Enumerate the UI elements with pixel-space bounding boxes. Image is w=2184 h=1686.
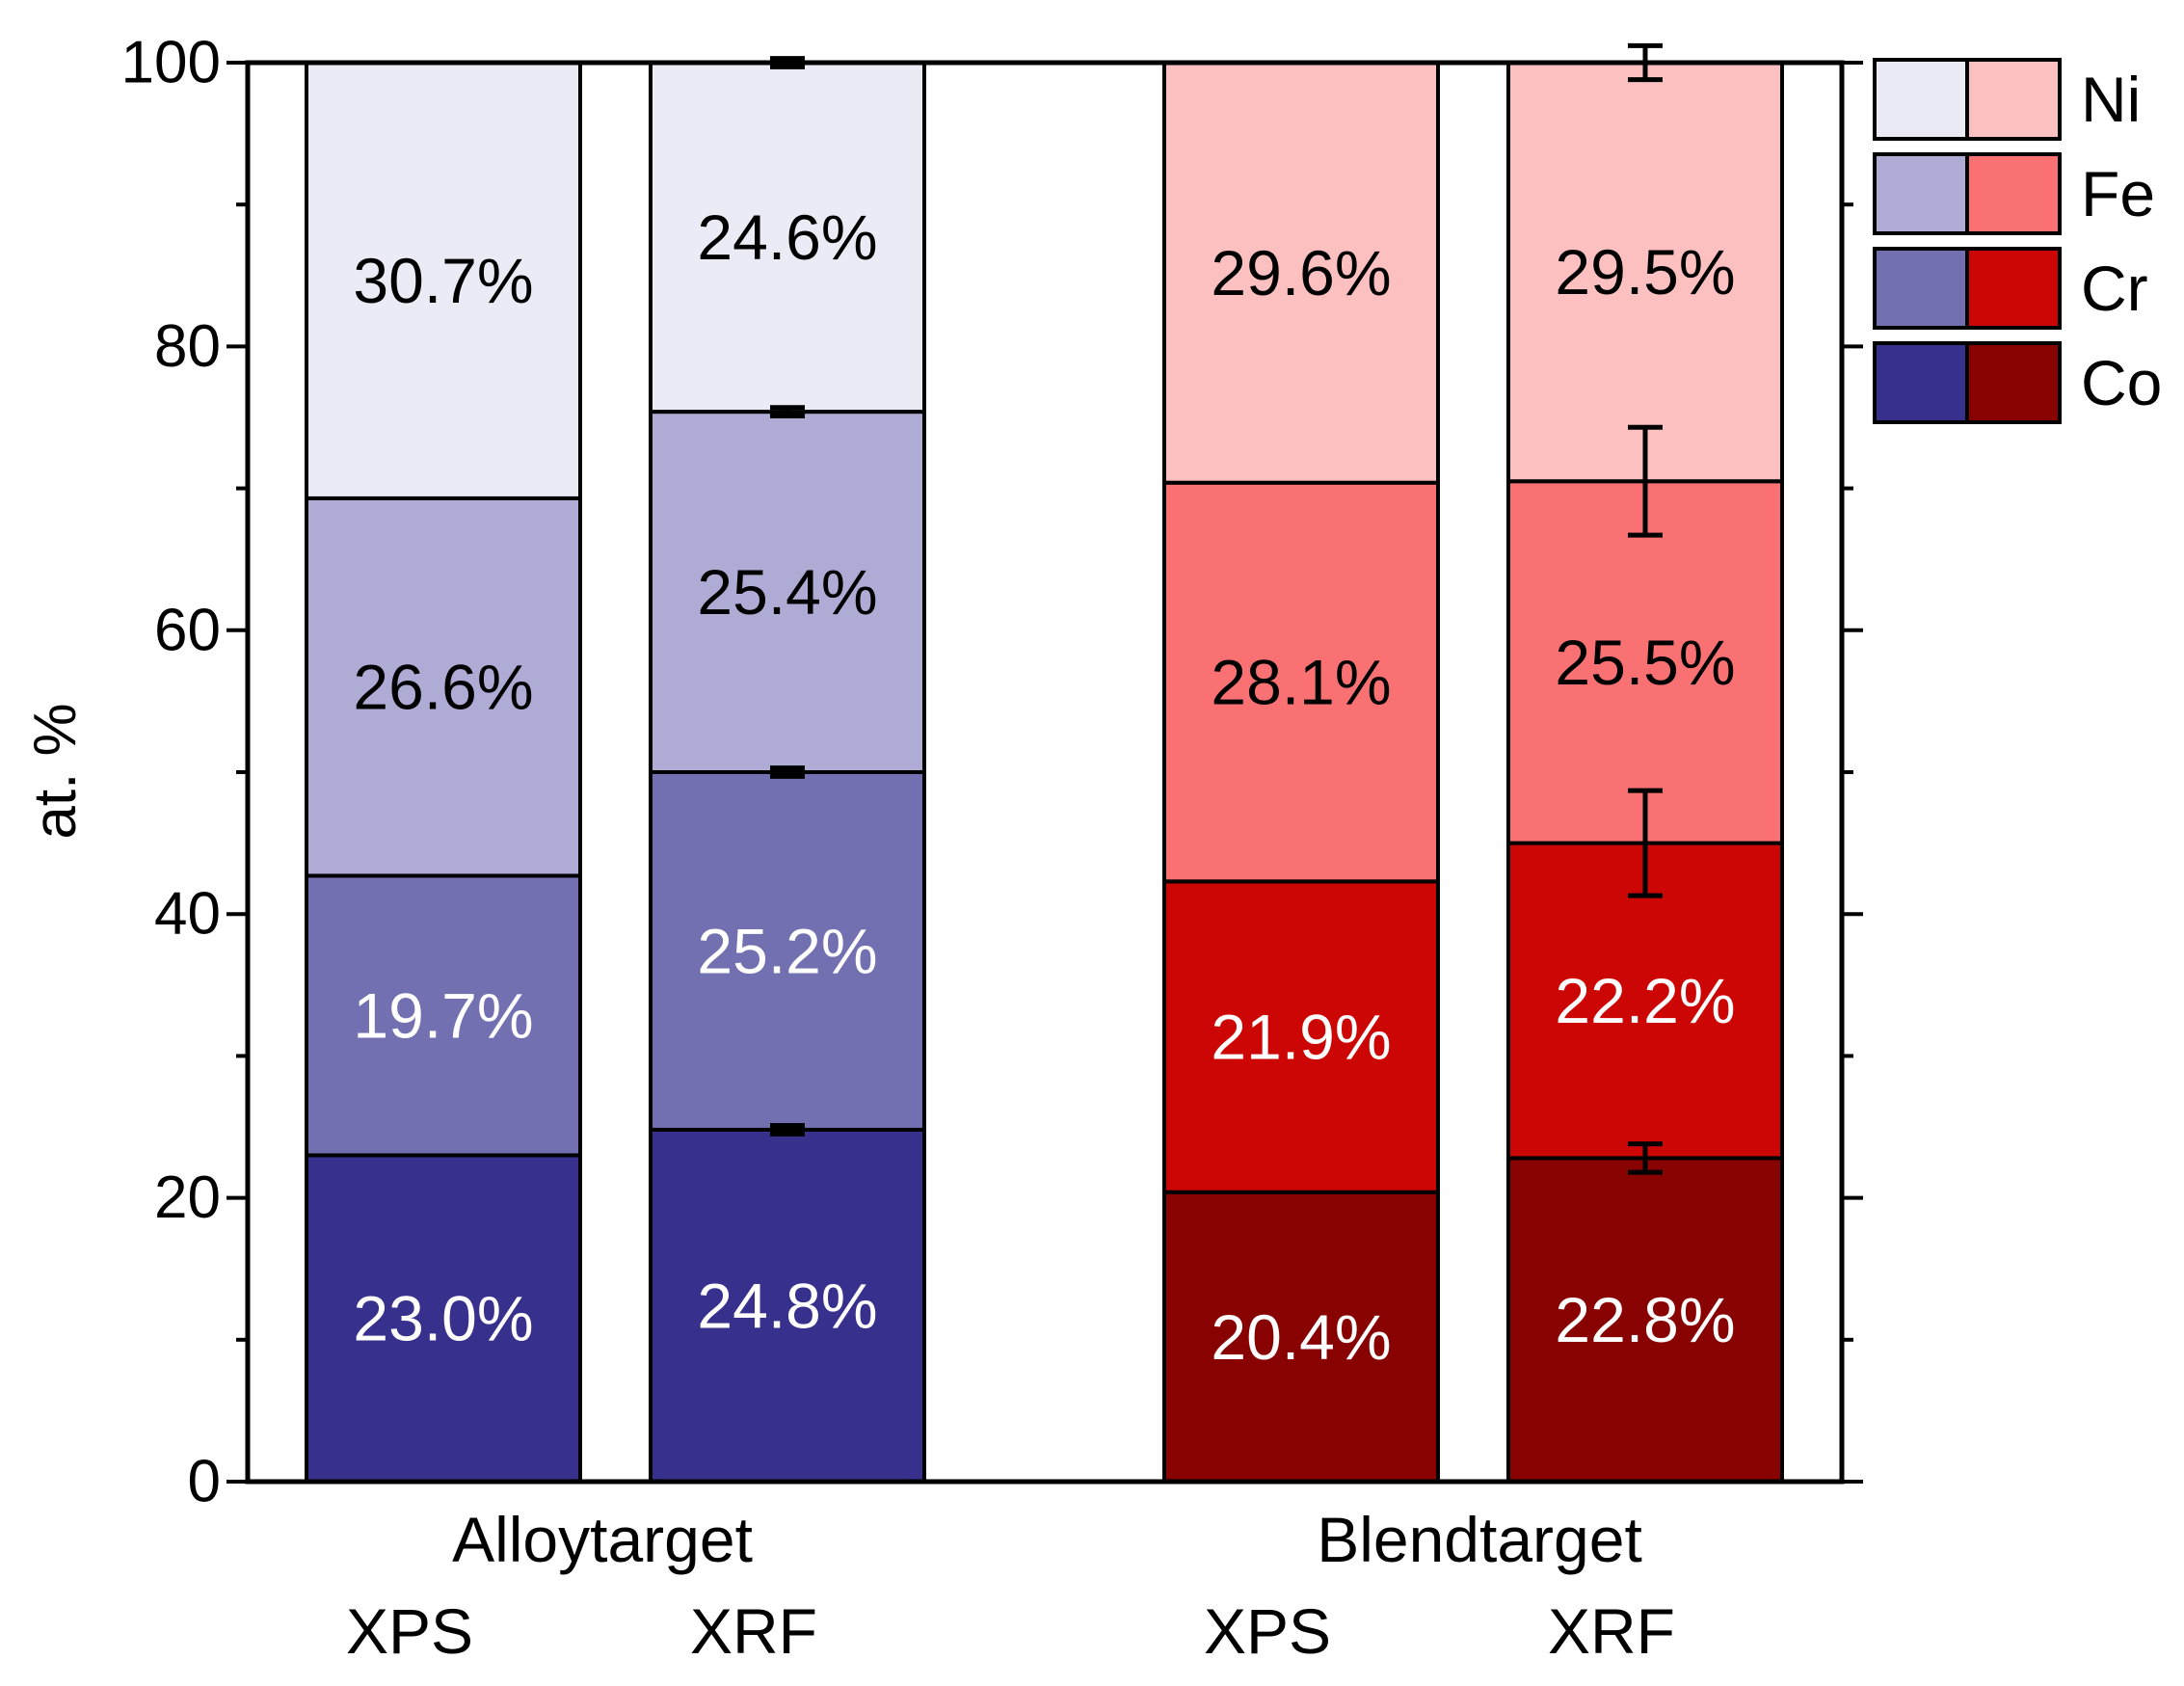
bar-segment-alloytarget-xps-ni bbox=[305, 61, 582, 500]
bar-segment-blendtarget-xps-ni bbox=[1162, 61, 1440, 485]
y-axis-ticks: 0 20 40 60 80 100 bbox=[121, 30, 1863, 1515]
segment-value-label: 21.9% bbox=[1211, 1002, 1391, 1073]
bar-method-label: XRF bbox=[690, 1595, 817, 1667]
legend-entry-cr: Cr bbox=[1873, 247, 2148, 330]
segment-value-label: 24.6% bbox=[697, 201, 877, 273]
segment-value-label: 23.0% bbox=[353, 1283, 533, 1354]
bar-segment-blendtarget-xps-cr bbox=[1162, 879, 1440, 1194]
legend-swatch-alloy bbox=[1873, 341, 1969, 424]
x-axis-labels: XPS XRF Alloytarget XPS XRF Blendtarget bbox=[346, 1504, 1675, 1667]
y-tick-label: 0 bbox=[188, 1449, 221, 1515]
y-tick-label: 20 bbox=[154, 1164, 221, 1231]
error-bar bbox=[770, 765, 805, 779]
y-tick-label: 100 bbox=[121, 30, 221, 96]
legend-swatch-blend bbox=[1965, 247, 2062, 330]
y-tick-label: 80 bbox=[154, 313, 221, 380]
bar-segment-alloytarget-xrf-ni bbox=[649, 61, 926, 415]
bar-segment-blendtarget-xps-fe bbox=[1162, 480, 1440, 884]
error-bars-layer bbox=[770, 42, 1663, 1175]
error-bar bbox=[1628, 788, 1663, 898]
segment-value-label: 19.7% bbox=[353, 979, 533, 1051]
segment-value-label: 24.8% bbox=[697, 1270, 877, 1341]
legend-entry-ni: Ni bbox=[1873, 58, 2141, 141]
segment-value-label: 22.8% bbox=[1555, 1284, 1735, 1355]
legend-swatch-alloy bbox=[1873, 58, 1969, 141]
legend-label: Co bbox=[2081, 347, 2162, 418]
segment-value-label: 29.5% bbox=[1555, 236, 1735, 308]
bar-segment-alloytarget-xrf-co bbox=[649, 1127, 926, 1484]
segment-value-label: 25.5% bbox=[1555, 627, 1735, 698]
bar-segment-blendtarget-xrf-co bbox=[1506, 1156, 1784, 1485]
legend-swatch-alloy bbox=[1873, 152, 1969, 235]
group-label: Alloytarget bbox=[452, 1504, 753, 1575]
y-tick-label: 60 bbox=[154, 597, 221, 663]
segment-value-label: 25.2% bbox=[697, 915, 877, 986]
legend-entry-co: Co bbox=[1873, 341, 2162, 424]
bar-segment-alloytarget-xps-co bbox=[305, 1153, 582, 1484]
bar-segment-blendtarget-xrf-fe bbox=[1506, 479, 1784, 845]
legend-label: Ni bbox=[2081, 64, 2141, 135]
bar-method-label: XPS bbox=[346, 1595, 473, 1667]
segment-value-label: 26.6% bbox=[353, 652, 533, 723]
y-axis-title: at. % bbox=[22, 703, 89, 839]
bar-method-label: XRF bbox=[1548, 1595, 1675, 1667]
legend-entry-fe: Fe bbox=[1873, 152, 2155, 235]
segment-value-label: 20.4% bbox=[1211, 1301, 1391, 1373]
error-bar bbox=[1628, 424, 1663, 538]
legend-label: Fe bbox=[2081, 158, 2155, 229]
legend-label: Cr bbox=[2081, 253, 2148, 324]
legend-swatch-alloy bbox=[1873, 247, 1969, 330]
bars-layer bbox=[305, 61, 1784, 1485]
bar-method-label: XPS bbox=[1204, 1595, 1331, 1667]
error-bar bbox=[1628, 1141, 1663, 1175]
error-bar bbox=[770, 405, 805, 419]
segment-labels-layer: 23.0% 19.7% 26.6% 30.7% 24.8% 25.2% 25.4% 24.6%… bbox=[353, 201, 1735, 1373]
legend-swatch-blend bbox=[1965, 152, 2062, 235]
error-bar bbox=[770, 1123, 805, 1137]
segment-value-label: 22.2% bbox=[1555, 965, 1735, 1036]
bar-segment-alloytarget-xps-cr bbox=[305, 873, 582, 1158]
bar-segment-alloytarget-xrf-cr bbox=[649, 770, 926, 1132]
y-tick-label: 40 bbox=[154, 881, 221, 948]
legend-swatch-blend bbox=[1965, 341, 2062, 424]
legend: Ni Fe Cr Co bbox=[1873, 58, 2162, 424]
segment-value-label: 29.6% bbox=[1211, 237, 1391, 308]
segment-value-label: 28.1% bbox=[1211, 647, 1391, 718]
legend-swatch-blend bbox=[1965, 58, 2062, 141]
group-label: Blendtarget bbox=[1317, 1504, 1642, 1575]
segment-value-label: 30.7% bbox=[353, 245, 533, 316]
segment-value-label: 25.4% bbox=[697, 556, 877, 628]
bar-segment-blendtarget-xrf-ni bbox=[1506, 61, 1784, 484]
